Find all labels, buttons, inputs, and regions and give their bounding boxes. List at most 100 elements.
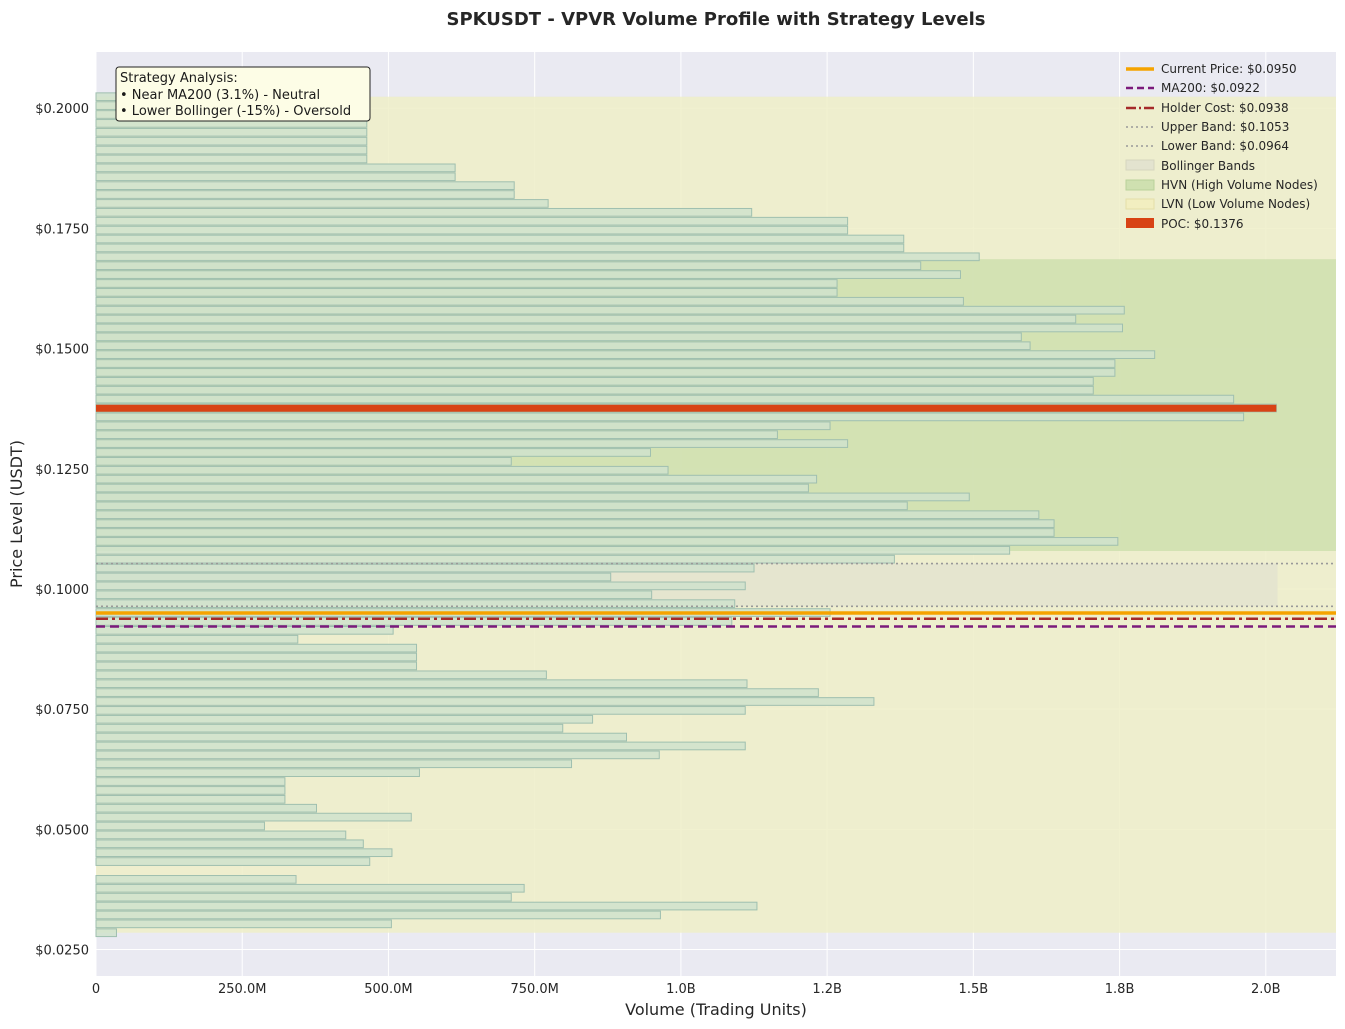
volume-bar-15 [95,794,286,804]
volume-bar-58 [95,412,1245,422]
volume-bar-78 [95,234,905,244]
volume-bar-30 [95,661,418,671]
y-tick-label-5: $0.1500 [35,343,89,358]
legend-swatch-poc [1126,218,1154,228]
volume-bar-12 [95,821,265,831]
volume-bar-72 [95,288,838,297]
y-tick-label-4: $0.1250 [35,463,89,478]
volume-bar-0 [95,928,117,938]
legend-item-poc: POC: $0.1376 [1126,217,1244,231]
volume-bar-43 [95,545,1011,555]
volume-bar-87 [95,154,368,164]
volume-bar-84 [95,181,515,190]
volume-bar-47 [95,510,1040,520]
volume-bar-51 [95,474,818,484]
volume-bar-27 [95,688,819,697]
strategy-annotation: Strategy Analysis: • Near MA200 (3.1%) -… [115,66,371,122]
watermark-text: @AI 看盘 [1235,992,1312,1013]
legend-swatch-bollinger [1125,159,1155,171]
volume-bar-21 [95,741,746,751]
legend-item-hvn: HVN (High Volume Nodes) [1125,178,1318,192]
volume-bar-46 [95,519,1055,528]
volume-bar-67 [95,332,1022,342]
x-tick-label-7: 1.8B [1105,982,1135,997]
volume-bar-23 [95,723,564,733]
annotation-line-2: • Near MA200 (3.1%) - Neutral [120,88,320,103]
volume-bar-6 [95,875,297,884]
volume-bar-69 [95,314,1077,324]
volume-bar-41 [95,563,755,573]
x-tick-label-3: 750.0M [510,982,558,997]
volume-bar-75 [95,261,922,271]
volume-bar-56 [95,430,778,440]
volume-bar-4 [95,892,512,902]
volume-bar-53 [95,457,512,466]
volume-bar-90 [95,127,368,137]
volume-bar-89 [95,136,368,146]
volume-bar-31 [95,652,418,662]
legend-label-poc: POC: $0.1376 [1161,217,1244,231]
volume-bar-20 [95,750,660,760]
x-tick-label-8: 2.0B [1251,982,1281,997]
legend-swatch-hvn [1125,179,1155,191]
volume-bar-57 [95,421,831,431]
annotation-line-3: • Lower Bollinger (-15%) - Oversold [120,104,351,119]
annotation-line-1: Strategy Analysis: [120,71,238,86]
volume-bar-65 [95,350,1156,359]
volume-bar-88 [95,145,368,155]
volume-bar-77 [95,243,905,253]
volume-bar-33 [95,634,299,644]
volume-bar-82 [95,199,549,208]
legend-item-lower-band: Lower Band: $0.0964 [1126,139,1289,153]
volume-bar-29 [95,670,547,680]
legend-label-holder-cost: Holder Cost: $0.0938 [1161,101,1289,115]
y-tick-label-6: $0.1750 [35,222,89,237]
volume-bar-55 [95,439,849,448]
legend-swatch-lvn [1125,198,1155,210]
y-tick-label-3: $0.1000 [35,583,89,598]
legend-label-current-price: Current Price: $0.0950 [1161,62,1297,76]
volume-bar-28 [95,679,748,689]
volume-bar-66 [95,341,1031,351]
volume-bar-60 [95,394,1235,404]
annotation-box [115,66,371,122]
volume-bar-32 [95,643,418,653]
legend-item-ma200: MA200: $0.0922 [1126,81,1260,95]
volume-bar-71 [95,296,964,306]
legend-item-lvn: LVN (Low Volume Nodes) [1125,197,1310,211]
volume-bar-42 [95,554,895,564]
legend-label-bollinger: Bollinger Bands [1161,159,1255,173]
y-axis-ticks: $0.0250 $0.0500 $0.0750 $0.1000 $0.1250 $0.15… [35,102,89,958]
legend-label-lvn: LVN (Low Volume Nodes) [1161,197,1310,211]
volume-bar-50 [95,483,809,493]
volume-bar-64 [95,359,1116,368]
volume-bar-61 [95,385,1094,395]
volume-bar-86 [95,163,456,173]
volume-bar-5 [95,883,525,893]
legend-item-bollinger: Bollinger Bands [1125,159,1255,173]
volume-bar-11 [95,830,347,840]
legend-label-lower-band: Lower Band: $0.0964 [1161,139,1289,153]
volume-bar-70 [95,305,1125,315]
x-tick-label-1: 250.0M [218,982,266,997]
x-axis-ticks: 0 250.0M 500.0M 750.0M 1.0B 1.2B 1.5B 1.8B 2.0B [92,982,1281,997]
x-tick-label-6: 1.5B [959,982,989,997]
volume-bar-1 [95,919,392,929]
watermark: @AI 看盘 [1205,989,1312,1013]
volume-bar-39 [95,581,746,591]
volume-bar-83 [95,190,515,199]
x-axis-label: Volume (Trading Units) [625,1000,807,1019]
volume-bar-8 [95,857,371,866]
volume-bar-81 [95,207,753,217]
volume-bar-14 [95,803,318,813]
volume-bar-76 [95,252,980,262]
volume-bar-44 [95,537,1119,546]
volume-bar-79 [95,225,849,235]
volume-bar-62 [95,376,1094,386]
volume-bar-24 [95,714,594,724]
volume-bar-54 [95,448,651,457]
poc-bar [96,404,1277,412]
volume-bar-74 [95,270,961,279]
volume-bar-10 [95,839,364,849]
volume-bar-9 [95,848,393,858]
